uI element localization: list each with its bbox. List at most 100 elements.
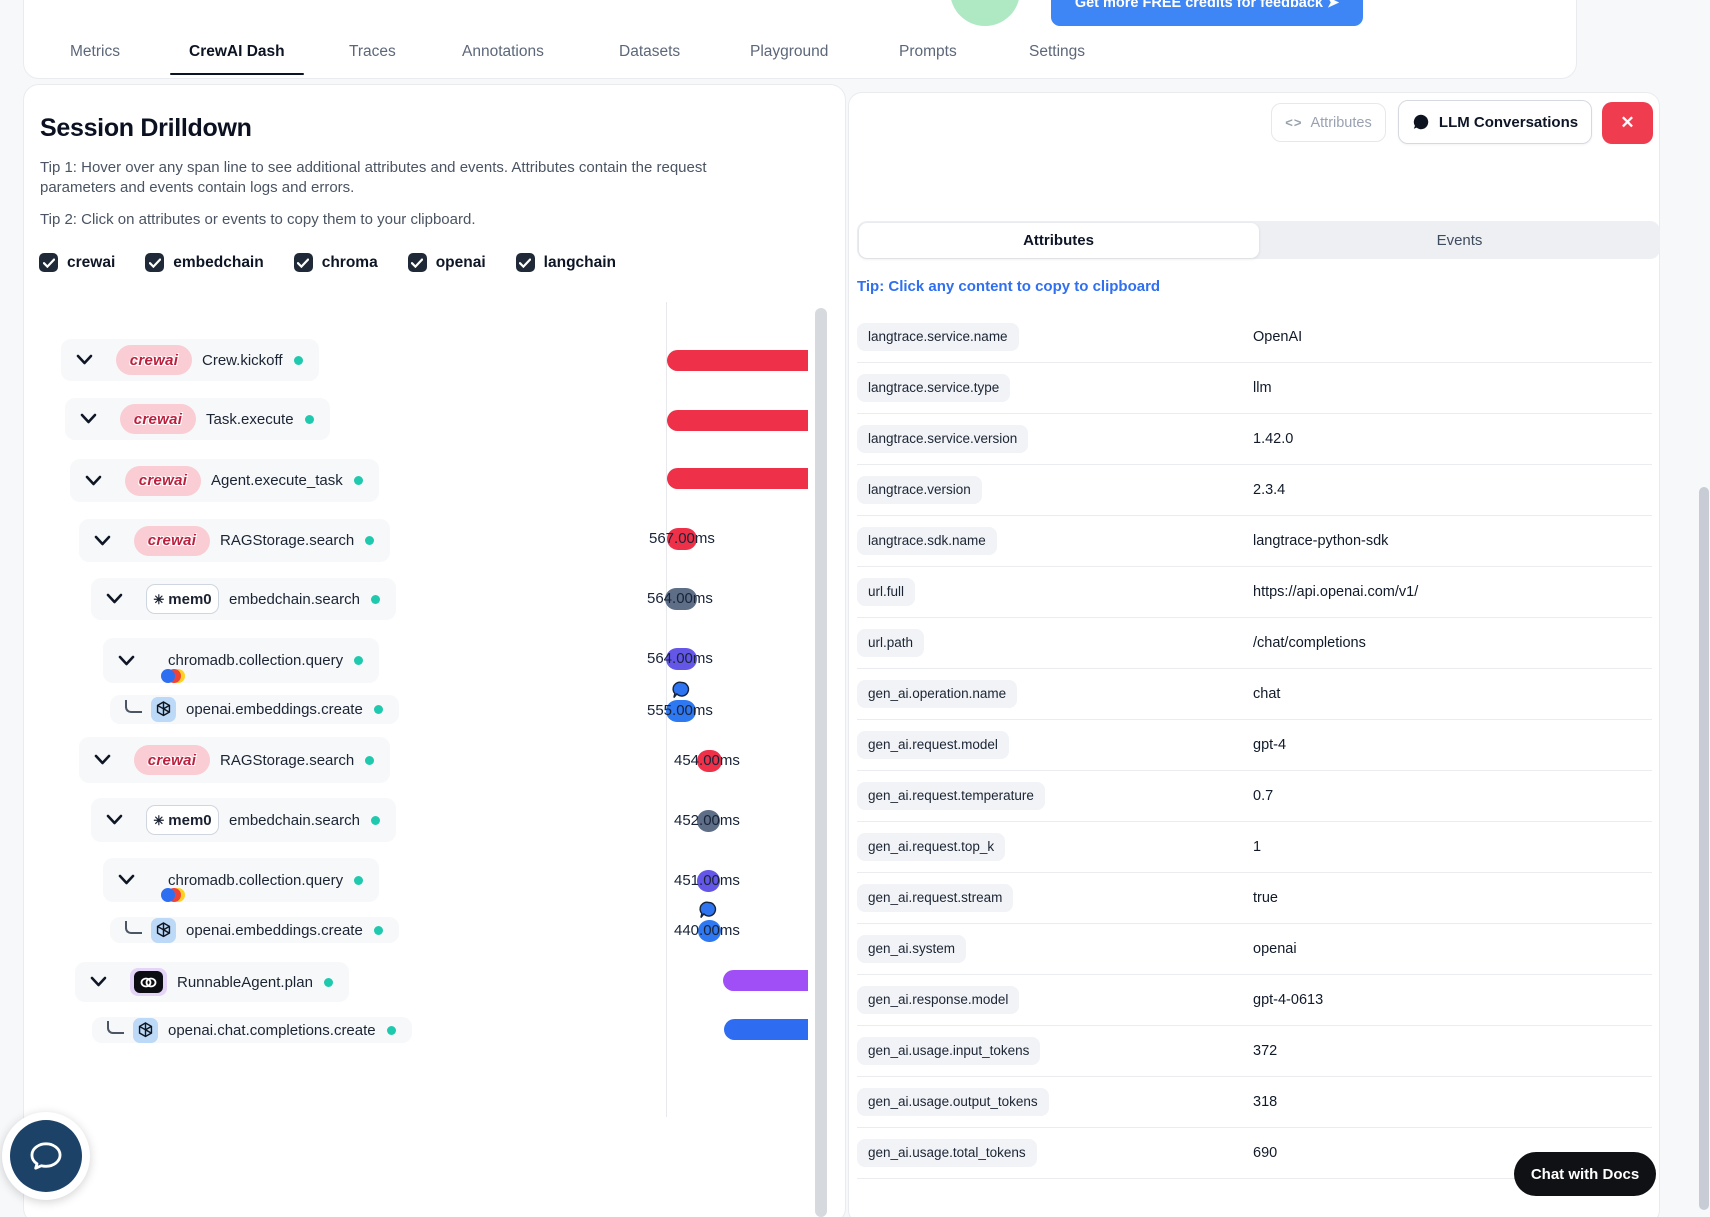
attribute-key-chip[interactable]: langtrace.service.type	[857, 374, 1011, 402]
span-duration-bar[interactable]	[698, 920, 721, 942]
page-scrollbar[interactable]	[1699, 487, 1709, 1210]
tab-attributes[interactable]: Attributes	[858, 222, 1259, 258]
attribute-value[interactable]: 1.42.0	[1253, 431, 1294, 447]
span-duration-bar[interactable]	[667, 350, 808, 371]
attribute-key-chip[interactable]: gen_ai.request.stream	[857, 884, 1014, 912]
vendor-filter-langchain[interactable]: langchain	[515, 253, 616, 272]
vendor-filter-embedchain[interactable]: embedchain	[145, 253, 264, 272]
nav-tab-settings[interactable]: Settings	[1029, 43, 1086, 60]
nav-tab-crewai-dash[interactable]: CrewAI Dash	[170, 43, 304, 75]
chevron-down-icon[interactable]	[106, 593, 123, 605]
attribute-value[interactable]: gpt-4-0613	[1253, 992, 1324, 1008]
span-duration-bar[interactable]	[697, 750, 722, 772]
span-row-agent-execute-task[interactable]: crewai Agent.execute_task	[70, 459, 379, 502]
attribute-value[interactable]: OpenAI	[1253, 329, 1303, 345]
attribute-value[interactable]: 690	[1253, 1145, 1278, 1161]
span-duration-bar[interactable]	[666, 648, 697, 670]
attribute-key-chip[interactable]: langtrace.version	[857, 476, 982, 504]
span-duration-bar[interactable]	[697, 810, 720, 832]
checkbox-checked-icon[interactable]	[515, 253, 535, 272]
checkbox-checked-icon[interactable]	[39, 253, 58, 272]
chevron-down-icon[interactable]	[76, 354, 93, 366]
attribute-key-chip[interactable]: gen_ai.usage.output_tokens	[857, 1088, 1049, 1116]
attribute-value[interactable]: chat	[1253, 686, 1281, 702]
span-row-ragstorage-search[interactable]: crewai RAGStorage.search	[79, 519, 391, 562]
attribute-key-chip[interactable]: gen_ai.response.model	[857, 986, 1020, 1014]
attribute-value[interactable]: 372	[1253, 1043, 1278, 1059]
span-row-openai-embeddings-create[interactable]: openai.embeddings.create	[110, 695, 399, 724]
span-duration-bar[interactable]	[724, 1019, 808, 1040]
get-free-credits-button[interactable]: Get more FREE credits for feedback ➤	[1051, 0, 1363, 26]
span-duration-bar[interactable]	[667, 410, 808, 431]
chevron-down-icon[interactable]	[118, 655, 135, 667]
chevron-down-icon[interactable]	[90, 976, 107, 988]
attribute-value[interactable]: openai	[1253, 941, 1297, 957]
nav-tab-metrics[interactable]: Metrics	[70, 43, 120, 60]
checkbox-checked-icon[interactable]	[145, 253, 165, 272]
chat-with-docs-button[interactable]: Chat with Docs	[1514, 1152, 1656, 1196]
span-tree-scrollbar[interactable]	[815, 308, 827, 1217]
span-row-crew-kickoff[interactable]: crewai Crew.kickoff	[61, 339, 319, 381]
span-row-embedchain-search[interactable]: ✳ mem0 embedchain.search	[91, 798, 396, 842]
vendor-filter-crewai[interactable]: crewai	[39, 253, 115, 272]
span-duration-bar[interactable]	[665, 588, 697, 610]
span-duration-bar[interactable]	[697, 870, 720, 892]
attribute-value[interactable]: 1	[1253, 839, 1262, 855]
vendor-filter-chroma[interactable]: chroma	[293, 253, 378, 272]
attribute-value[interactable]: llm	[1253, 380, 1272, 396]
nav-tab-traces[interactable]: Traces	[349, 43, 396, 60]
span-row-ragstorage-search[interactable]: crewai RAGStorage.search	[79, 737, 391, 783]
chevron-down-icon[interactable]	[118, 874, 135, 886]
nav-tab-playground[interactable]: Playground	[750, 43, 829, 60]
attribute-value[interactable]: /chat/completions	[1253, 635, 1366, 651]
span-row-chromadb-collection-query[interactable]: chromadb.collection.query	[103, 858, 380, 902]
attribute-key-chip[interactable]: gen_ai.usage.input_tokens	[857, 1037, 1041, 1065]
llm-message-bubble-icon[interactable]	[699, 901, 718, 925]
span-row-openai-embeddings-create[interactable]: openai.embeddings.create	[110, 917, 399, 943]
span-row-task-execute[interactable]: crewai Task.execute	[65, 398, 330, 440]
attribute-key-chip[interactable]: url.full	[857, 578, 916, 606]
attribute-key-chip[interactable]: gen_ai.request.top_k	[857, 833, 1006, 861]
chevron-down-icon[interactable]	[106, 814, 123, 826]
chevron-down-icon[interactable]	[94, 535, 111, 547]
span-row-embedchain-search[interactable]: ✳ mem0 embedchain.search	[91, 578, 396, 620]
attribute-value[interactable]: gpt-4	[1253, 737, 1287, 753]
close-button[interactable]: ✕	[1602, 102, 1653, 144]
nav-tab-datasets[interactable]: Datasets	[619, 43, 681, 60]
attribute-key-chip[interactable]: gen_ai.operation.name	[857, 680, 1018, 708]
chat-launcher-button[interactable]	[2, 1112, 90, 1200]
attribute-key-chip[interactable]: gen_ai.usage.total_tokens	[857, 1139, 1037, 1167]
attribute-key-chip[interactable]: gen_ai.request.model	[857, 731, 1009, 759]
attributes-code-button[interactable]: <> Attributes	[1271, 103, 1386, 142]
checkbox-checked-icon[interactable]	[293, 253, 313, 272]
vendor-filter-openai[interactable]: openai	[407, 253, 486, 272]
attribute-key-chip[interactable]: langtrace.service.name	[857, 323, 1019, 351]
attribute-value[interactable]: 0.7	[1253, 788, 1274, 804]
chevron-down-icon[interactable]	[80, 413, 97, 425]
attribute-value[interactable]: 318	[1253, 1094, 1278, 1110]
attribute-key-chip[interactable]: langtrace.sdk.name	[857, 527, 997, 555]
chevron-down-icon[interactable]	[94, 754, 111, 766]
llm-conversations-button[interactable]: LLM Conversations	[1398, 100, 1592, 144]
attribute-key-chip[interactable]: langtrace.service.version	[857, 425, 1029, 453]
attribute-value[interactable]: langtrace-python-sdk	[1253, 533, 1389, 549]
span-duration-bar[interactable]	[667, 528, 697, 550]
attribute-value[interactable]: 2.3.4	[1253, 482, 1286, 498]
attribute-value[interactable]: https://api.openai.com/v1/	[1253, 584, 1419, 600]
attribute-value[interactable]: true	[1253, 890, 1278, 906]
span-row-chromadb-collection-query[interactable]: chromadb.collection.query	[103, 638, 380, 683]
span-row-runnableagent-plan[interactable]: RunnableAgent.plan	[75, 962, 349, 1002]
span-duration-bar[interactable]	[667, 468, 808, 489]
nav-tab-prompts[interactable]: Prompts	[899, 43, 957, 60]
span-row-openai-chat-completions-create[interactable]: openai.chat.completions.create	[92, 1017, 412, 1043]
copy-to-clipboard-tip-link[interactable]: Tip: Click any content to copy to clipbo…	[857, 278, 1161, 295]
checkbox-checked-icon[interactable]	[407, 253, 427, 272]
attribute-key-chip[interactable]: url.path	[857, 629, 925, 657]
span-duration-bar[interactable]	[666, 700, 696, 722]
chevron-down-icon[interactable]	[85, 475, 102, 487]
llm-message-bubble-icon[interactable]	[672, 681, 691, 705]
attribute-key-chip[interactable]: gen_ai.system	[857, 935, 967, 963]
tab-events[interactable]: Events	[1436, 231, 1483, 249]
attribute-key-chip[interactable]: gen_ai.request.temperature	[857, 782, 1045, 810]
span-duration-bar[interactable]	[723, 970, 808, 991]
